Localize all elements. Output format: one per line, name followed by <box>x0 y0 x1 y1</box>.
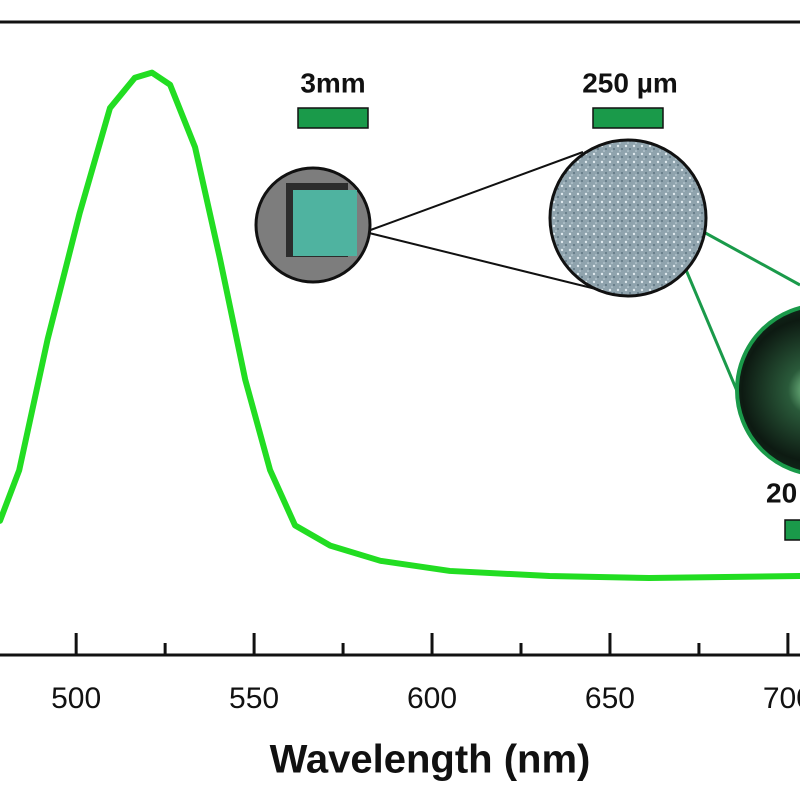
x-tick-label: 650 <box>585 682 635 715</box>
scale-bar <box>784 519 800 541</box>
scale-bar <box>592 107 664 129</box>
x-tick-label: 700 <box>763 682 800 715</box>
annotation: 3mm <box>300 67 365 98</box>
inset-images: 3mm 250 µm 20 <box>254 67 800 541</box>
photo-crystal <box>293 190 357 256</box>
spectrum-line <box>0 69 800 582</box>
x-tick-label: 550 <box>229 682 279 715</box>
x-tick-label: 500 <box>51 682 101 715</box>
zoom-line <box>364 231 601 291</box>
annotation: 250 µm <box>582 67 678 98</box>
photo-surface <box>548 138 708 298</box>
photo-micro <box>735 305 800 475</box>
annotation: 20 <box>766 477 797 508</box>
x-axis-title: Wavelength (nm) <box>270 738 591 782</box>
x-tick-label: 600 <box>407 682 457 715</box>
scale-bar <box>297 107 369 129</box>
zoom-line <box>364 151 584 233</box>
